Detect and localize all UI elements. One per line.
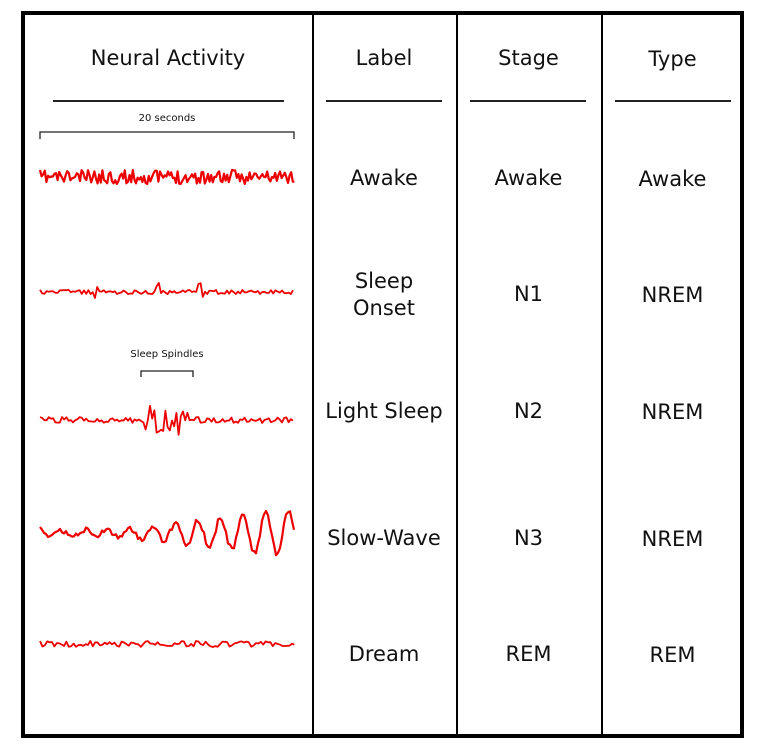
wave-awake — [38, 168, 295, 186]
column-divider-2 — [456, 15, 458, 734]
row-3-label: Light Sleep — [325, 399, 443, 423]
column-divider-3 — [601, 15, 603, 734]
header-underline-label — [326, 100, 442, 102]
sleep-spindles-label: Sleep Spindles — [130, 349, 204, 360]
row-4-stage: N3 — [513, 526, 544, 550]
header-label: Label — [355, 46, 413, 70]
header-underline-type — [615, 100, 731, 102]
row-5-type: REM — [649, 643, 696, 667]
header-neural-activity: Neural Activity — [90, 46, 246, 70]
wave-dream — [39, 640, 295, 648]
row-5-label: Dream — [348, 642, 420, 666]
row-1-stage: Awake — [494, 166, 563, 190]
row-3-type: NREM — [641, 400, 704, 424]
row-2-label: Sleep Onset — [353, 269, 415, 320]
row-2-type: NREM — [641, 283, 704, 307]
row-5-stage: REM — [505, 642, 552, 666]
wave-sleep-onset — [39, 282, 294, 299]
row-2-stage: N1 — [513, 282, 544, 306]
table-frame — [21, 11, 744, 738]
row-4-label: Slow-Wave — [327, 526, 441, 550]
row-1-type: Awake — [638, 167, 707, 191]
column-divider-1 — [312, 15, 314, 734]
wave-slow-wave — [39, 509, 296, 557]
spindle-bracket — [140, 370, 194, 377]
row-3-stage: N2 — [513, 399, 544, 423]
header-type: Type — [648, 47, 697, 71]
row-1-label: Awake — [350, 166, 418, 190]
wave-light-sleep — [39, 404, 294, 436]
header-stage: Stage — [498, 46, 559, 70]
header-underline-stage — [470, 100, 586, 102]
time-scale-label: 20 seconds — [138, 113, 196, 124]
header-underline-neural — [53, 100, 284, 102]
row-4-type: NREM — [641, 527, 704, 551]
